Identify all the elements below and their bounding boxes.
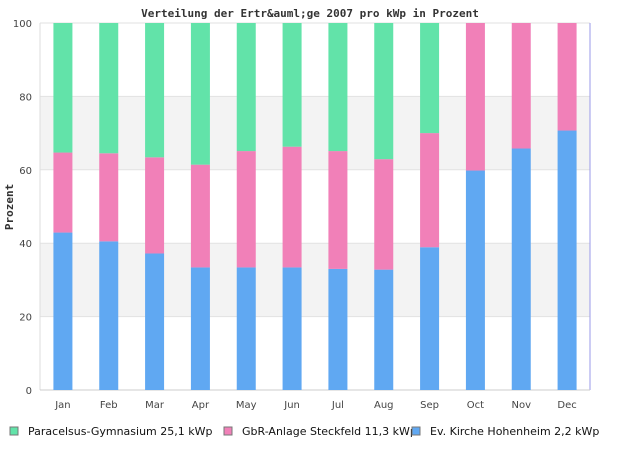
x-tick-label: Sep bbox=[420, 400, 439, 411]
bar-segment bbox=[328, 151, 348, 269]
bar-segment bbox=[420, 247, 440, 390]
legend-swatch bbox=[9, 426, 19, 436]
bar-segment bbox=[99, 23, 119, 154]
bar-segment bbox=[374, 23, 394, 160]
bar-segment bbox=[53, 152, 73, 233]
bar-segment bbox=[465, 170, 485, 390]
bar-segment bbox=[190, 164, 210, 268]
bar-segment bbox=[99, 153, 119, 242]
x-tick-label: Apr bbox=[192, 400, 210, 411]
y-tick-label: 80 bbox=[19, 92, 32, 103]
bar-segment bbox=[145, 253, 165, 390]
bar-segment bbox=[236, 267, 256, 390]
x-tick-label: Dec bbox=[557, 400, 576, 411]
legend-label: GbR-Anlage Steckfeld 11,3 kWp bbox=[242, 425, 417, 438]
y-tick-label: 0 bbox=[26, 386, 32, 397]
grid-band bbox=[40, 243, 590, 317]
y-tick-label: 20 bbox=[19, 313, 32, 324]
y-tick-label: 60 bbox=[19, 166, 32, 177]
x-tick-label: May bbox=[236, 400, 257, 411]
x-tick-label: Feb bbox=[100, 400, 118, 411]
bar-segment bbox=[420, 23, 440, 134]
bar-segment bbox=[420, 133, 440, 248]
y-tick-label: 40 bbox=[19, 239, 32, 250]
bar-segment bbox=[511, 23, 531, 149]
legend-label: Paracelsus-Gymnasium 25,1 kWp bbox=[28, 425, 212, 438]
bar-segment bbox=[557, 23, 577, 131]
bar-segment bbox=[190, 267, 210, 390]
y-tick-label: 100 bbox=[13, 19, 32, 30]
x-tick-label: Jan bbox=[54, 400, 70, 411]
bar-segment bbox=[236, 23, 256, 152]
bar-segment bbox=[282, 23, 302, 147]
x-tick-label: Jun bbox=[283, 400, 300, 411]
legend-swatch bbox=[223, 426, 233, 436]
bar-segment bbox=[328, 268, 348, 390]
x-tick-label: Aug bbox=[374, 400, 394, 411]
bar-segment bbox=[557, 130, 577, 390]
bar-segment bbox=[465, 23, 485, 171]
grid-band bbox=[40, 96, 590, 170]
bar-segment bbox=[511, 148, 531, 390]
bar-segment bbox=[374, 159, 394, 270]
x-tick-label: Mar bbox=[145, 400, 165, 411]
bar-segment bbox=[53, 23, 73, 153]
legend-label: Ev. Kirche Hohenheim 2,2 kWp bbox=[430, 425, 599, 438]
bar-segment bbox=[99, 241, 119, 390]
x-tick-label: Oct bbox=[467, 400, 484, 411]
bar-segment bbox=[282, 146, 302, 268]
legend-swatch bbox=[411, 426, 421, 436]
x-tick-label: Nov bbox=[511, 400, 531, 411]
bar-segment bbox=[145, 23, 165, 158]
bar-segment bbox=[374, 269, 394, 390]
bar-segment bbox=[145, 157, 165, 254]
bar-segment bbox=[282, 267, 302, 390]
x-tick-label: Jul bbox=[331, 400, 344, 411]
chart-title: Verteilung der Ertr&auml;ge 2007 pro kWp… bbox=[141, 7, 479, 20]
bar-segment bbox=[190, 23, 210, 165]
bar-segment bbox=[236, 151, 256, 268]
y-axis-label: Prozent bbox=[3, 184, 16, 230]
bar-segment bbox=[328, 23, 348, 152]
bar-segment bbox=[53, 232, 73, 390]
